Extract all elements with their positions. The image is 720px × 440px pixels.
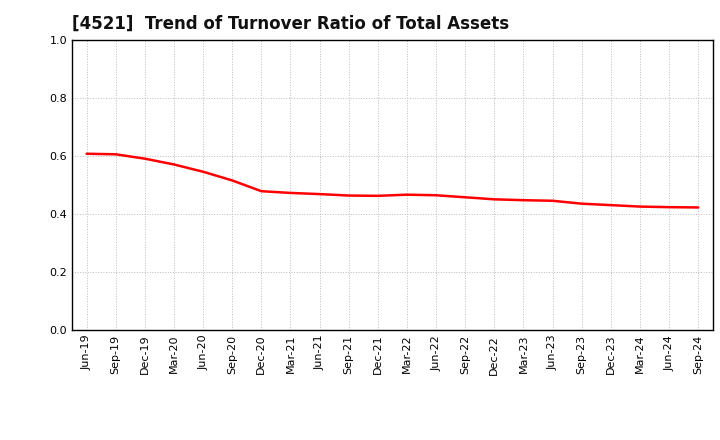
Text: [4521]  Trend of Turnover Ratio of Total Assets: [4521] Trend of Turnover Ratio of Total … [72,15,509,33]
